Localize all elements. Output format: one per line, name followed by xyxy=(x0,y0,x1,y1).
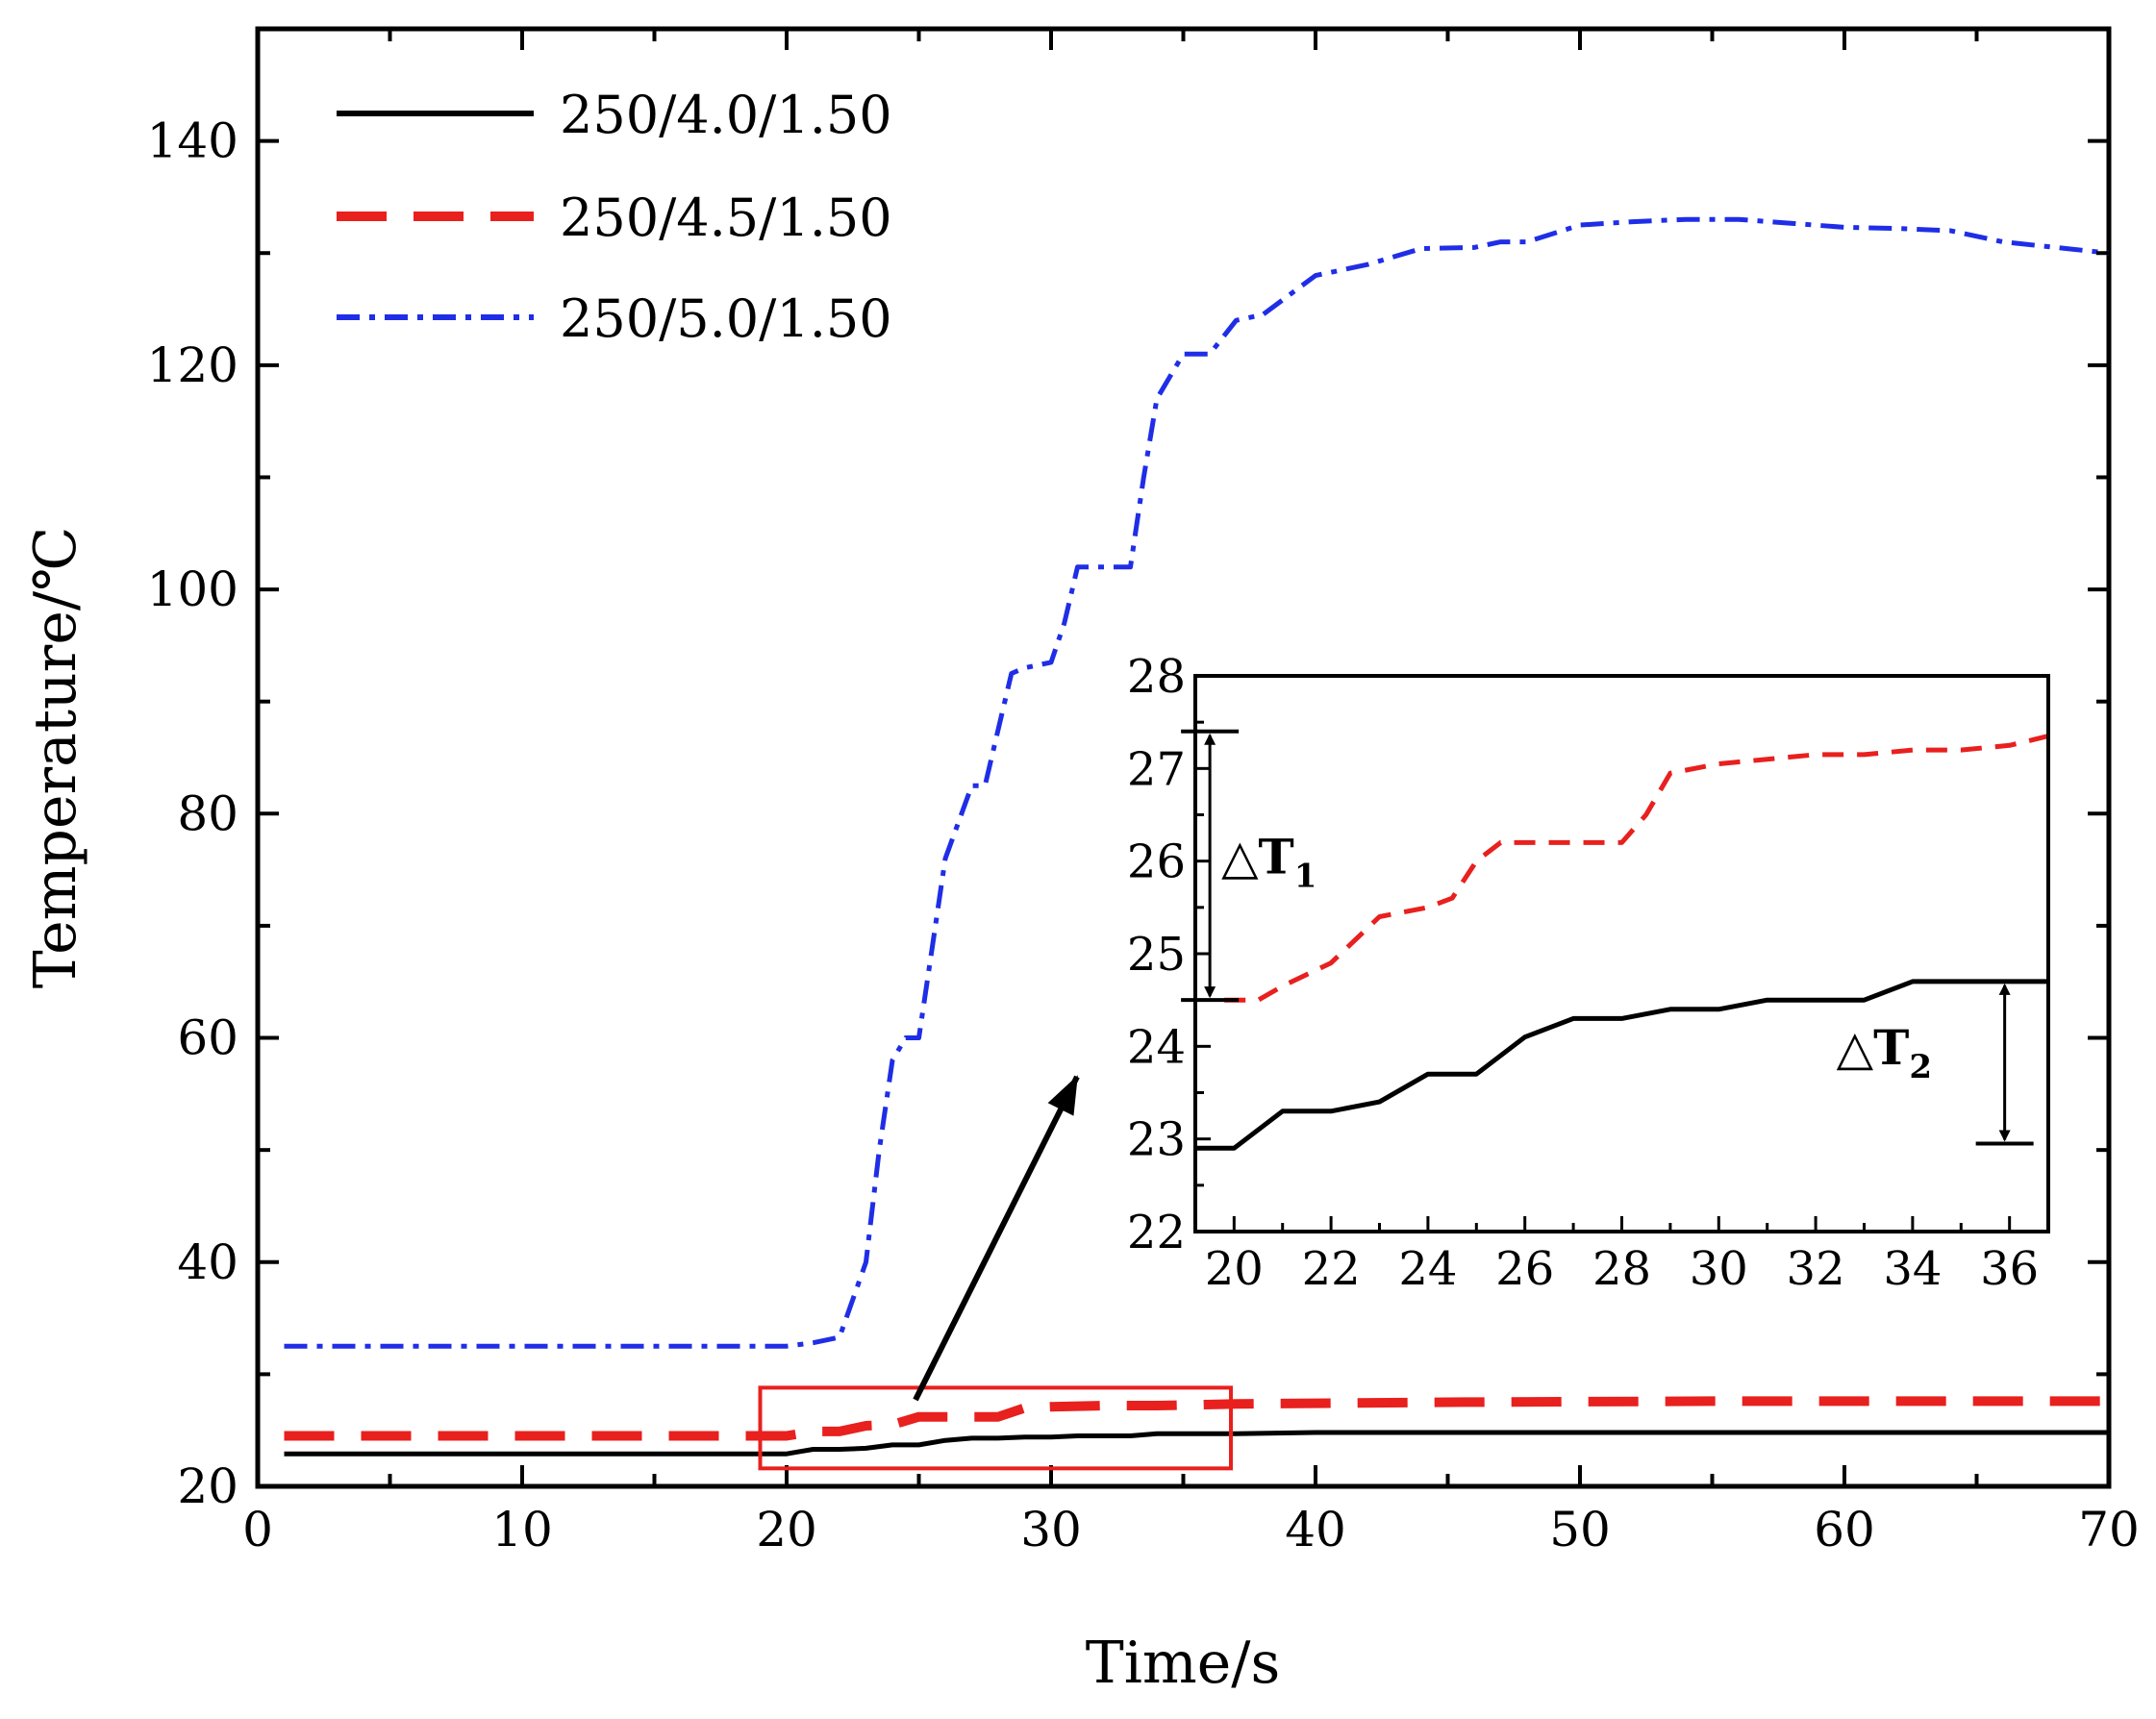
y-tick-label: 40 xyxy=(177,1234,238,1290)
legend: 250/4.0/1.50 250/4.5/1.50 250/5.0/1.50 xyxy=(337,85,892,349)
zoom-highlight-box xyxy=(758,1385,1233,1471)
y-tick-label: 140 xyxy=(147,113,238,169)
inset-background xyxy=(1195,676,2048,1232)
legend-label-series-2: 250/4.5/1.50 xyxy=(560,187,892,248)
x-tick-label: 60 xyxy=(1814,1502,1875,1557)
y-tick-label: 120 xyxy=(147,337,238,393)
inset-x-tick-label: 34 xyxy=(1883,1242,1942,1296)
inset-x-tick-label: 30 xyxy=(1690,1242,1748,1296)
x-axis-title: Time/s xyxy=(1086,1630,1281,1697)
inset-y-tick-label: 27 xyxy=(1127,742,1186,796)
inset-y-tick-label: 28 xyxy=(1127,650,1186,704)
inset-y-tick-label: 23 xyxy=(1127,1113,1186,1167)
inset-series-line-2 xyxy=(1224,734,2048,1003)
legend-label-series-3: 250/5.0/1.50 xyxy=(560,288,892,349)
inset-y-tick-label: 26 xyxy=(1127,835,1186,889)
x-tick-label: 50 xyxy=(1549,1502,1611,1557)
x-tick-label: 40 xyxy=(1285,1502,1346,1557)
inset-y-tick-label: 24 xyxy=(1127,1020,1186,1074)
x-tick-label: 0 xyxy=(242,1502,273,1557)
inset-x-tick-label: 26 xyxy=(1495,1242,1554,1296)
y-tick-label: 100 xyxy=(147,561,238,617)
inset-x-tick-label: 32 xyxy=(1787,1242,1845,1296)
y-tick-label: 20 xyxy=(177,1458,238,1514)
main-series-line-3 xyxy=(284,216,2109,1349)
inset-x-tick-label: 22 xyxy=(1302,1242,1361,1296)
main-series-line-2 xyxy=(284,1396,2109,1441)
y-tick-label: 60 xyxy=(177,1010,238,1066)
x-tick-label: 20 xyxy=(756,1502,817,1557)
main-series-line-1 xyxy=(284,1430,2109,1457)
zoom-pointer-arrow xyxy=(913,1075,1080,1402)
x-tick-label: 70 xyxy=(2078,1502,2140,1557)
inset-x-tick-label: 28 xyxy=(1592,1242,1651,1296)
y-tick-label: 80 xyxy=(177,785,238,841)
y-axis-title: Temperature/℃ xyxy=(22,527,89,988)
x-tick-label: 30 xyxy=(1020,1502,1082,1557)
inset-x-tick-label: 24 xyxy=(1398,1242,1457,1296)
inset-y-tick-label: 22 xyxy=(1127,1206,1186,1259)
inset-series-line-1 xyxy=(1195,979,2048,1151)
legend-label-series-1: 250/4.0/1.50 xyxy=(560,85,892,145)
inset-x-tick-label: 20 xyxy=(1205,1242,1264,1296)
inset-y-tick-label: 25 xyxy=(1127,928,1186,982)
x-tick-label: 10 xyxy=(491,1502,553,1557)
inset-x-tick-label: 36 xyxy=(1980,1242,2039,1296)
